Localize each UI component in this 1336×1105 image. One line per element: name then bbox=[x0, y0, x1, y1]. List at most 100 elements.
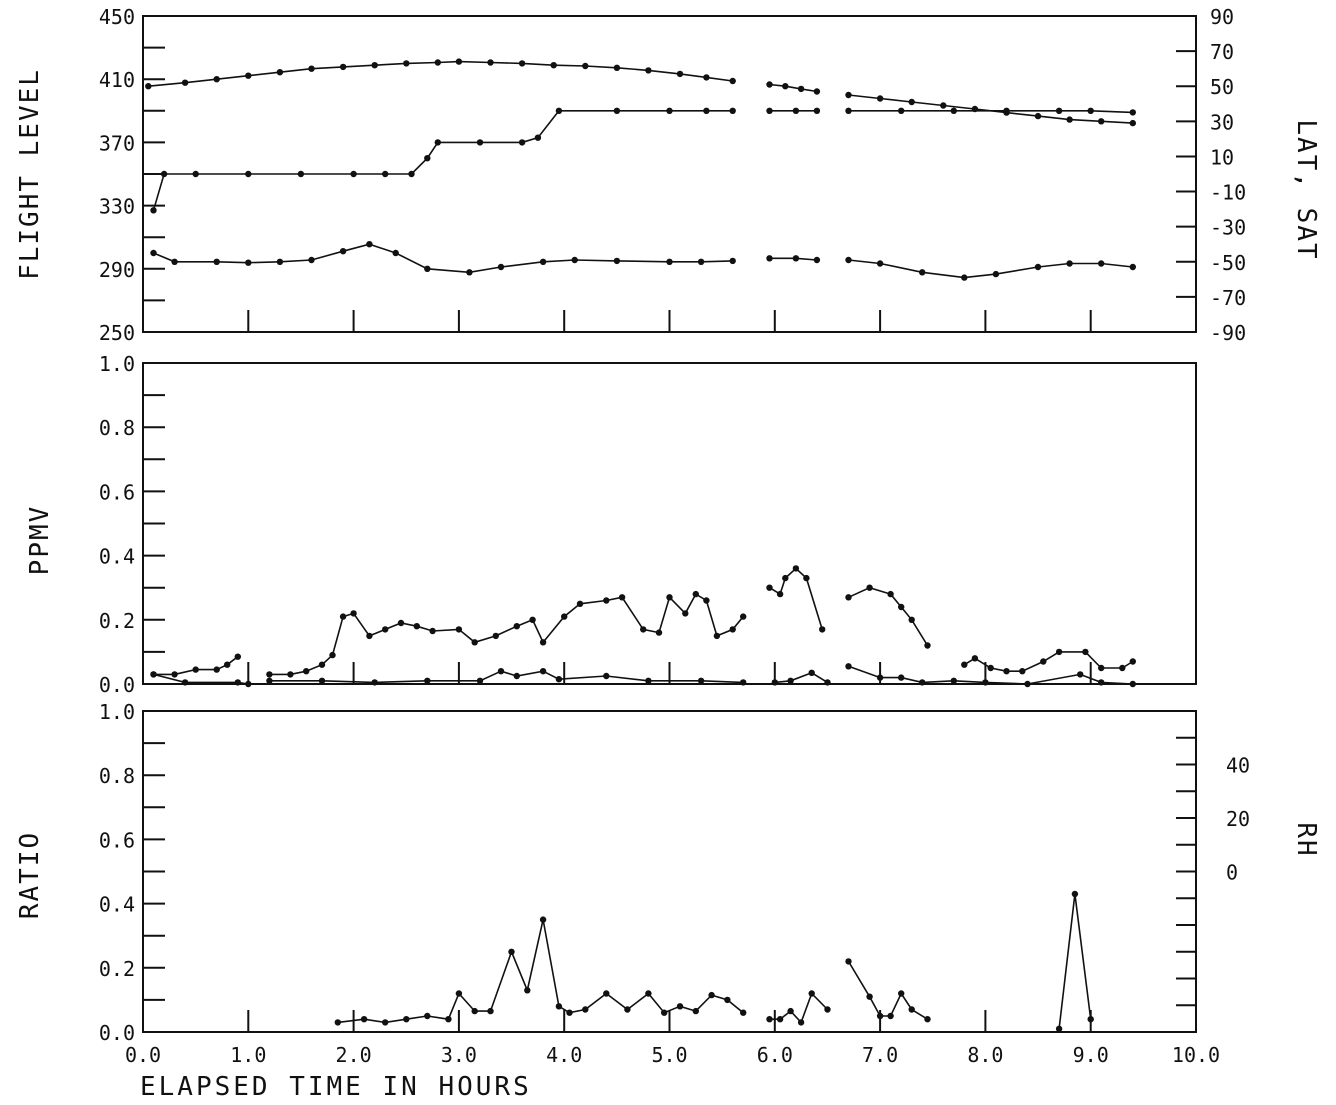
ratio-y-axis-label: RATIO bbox=[15, 831, 45, 919]
data-point bbox=[424, 677, 431, 684]
data-point bbox=[898, 603, 905, 611]
data-point bbox=[1066, 260, 1073, 267]
data-point bbox=[971, 655, 979, 662]
data-point bbox=[403, 60, 410, 67]
data-point bbox=[576, 600, 584, 607]
data-point bbox=[924, 1016, 931, 1023]
data-point bbox=[708, 991, 715, 999]
data-point bbox=[213, 666, 220, 673]
y-tick-label: 0.8 bbox=[99, 764, 135, 788]
y-tick-label: 0.4 bbox=[99, 545, 135, 569]
data-point bbox=[1129, 263, 1137, 271]
data-point bbox=[624, 1006, 631, 1013]
data-point bbox=[497, 668, 505, 675]
data-point bbox=[787, 1007, 794, 1015]
data-point bbox=[397, 619, 405, 627]
data-point bbox=[487, 59, 494, 66]
x-tick-label: 4.0 bbox=[546, 1043, 582, 1067]
data-point bbox=[845, 663, 852, 670]
data-point bbox=[245, 72, 252, 79]
data-point bbox=[887, 590, 894, 598]
series-line bbox=[848, 586, 929, 646]
data-point bbox=[782, 574, 789, 582]
data-point bbox=[876, 95, 884, 102]
data-point bbox=[682, 610, 689, 617]
data-point bbox=[366, 241, 373, 248]
data-point bbox=[766, 584, 773, 591]
data-point bbox=[224, 661, 231, 668]
y2-tick-label: 30 bbox=[1210, 110, 1234, 134]
data-point bbox=[787, 677, 794, 684]
data-point bbox=[645, 990, 652, 997]
data-point bbox=[603, 990, 610, 997]
data-point bbox=[961, 274, 968, 281]
data-point bbox=[566, 1009, 573, 1016]
data-point bbox=[845, 256, 852, 264]
y2-tick-label: 90 bbox=[1210, 5, 1234, 29]
data-point bbox=[513, 623, 520, 630]
data-point bbox=[813, 256, 821, 264]
data-point bbox=[771, 679, 778, 686]
data-point bbox=[266, 671, 273, 678]
data-point bbox=[792, 107, 800, 115]
data-point bbox=[171, 258, 178, 265]
data-point bbox=[455, 990, 463, 997]
data-point bbox=[924, 642, 931, 649]
data-point bbox=[950, 107, 957, 115]
data-point bbox=[1055, 107, 1063, 115]
data-point bbox=[424, 1012, 431, 1020]
data-point bbox=[729, 107, 736, 115]
data-point bbox=[471, 639, 478, 646]
data-point bbox=[318, 677, 326, 684]
data-point bbox=[866, 993, 873, 1000]
data-point bbox=[1003, 668, 1010, 675]
data-point bbox=[539, 258, 547, 265]
data-point bbox=[434, 59, 441, 66]
data-point bbox=[729, 626, 736, 633]
data-point bbox=[392, 249, 399, 257]
data-point bbox=[555, 107, 563, 115]
y2-tick-label: 40 bbox=[1226, 754, 1250, 778]
x-tick-label: 10.0 bbox=[1172, 1043, 1220, 1067]
series-line bbox=[153, 243, 733, 274]
ratio-x-ticks: 0.0 1.0 2.0 3.0 4.0 5.0 6.0 7.0 8.0 9.0 10.0 bbox=[125, 1010, 1220, 1067]
data-point bbox=[455, 58, 463, 65]
series-line bbox=[1058, 893, 1092, 1029]
data-point bbox=[555, 1003, 563, 1010]
data-point bbox=[550, 61, 557, 69]
y-tick-label: 0.2 bbox=[99, 957, 135, 981]
data-point bbox=[476, 677, 484, 684]
data-point bbox=[561, 613, 568, 620]
data-point bbox=[792, 255, 800, 262]
data-point bbox=[276, 258, 284, 265]
data-point bbox=[403, 1016, 410, 1023]
data-point bbox=[697, 258, 705, 265]
y2-tick-label: 70 bbox=[1210, 40, 1234, 64]
data-point bbox=[539, 916, 547, 923]
data-point bbox=[666, 594, 673, 601]
data-point bbox=[518, 60, 526, 67]
data-point bbox=[413, 623, 420, 630]
data-point bbox=[713, 632, 721, 640]
y2-tick-label: 0 bbox=[1226, 861, 1238, 885]
data-point bbox=[655, 629, 663, 636]
y-tick-label: 1.0 bbox=[99, 700, 135, 724]
data-point bbox=[192, 170, 199, 178]
data-point bbox=[845, 91, 852, 99]
data-point bbox=[350, 610, 357, 617]
data-point bbox=[150, 249, 157, 257]
data-point bbox=[845, 594, 852, 601]
data-point bbox=[940, 102, 947, 109]
data-point bbox=[845, 107, 852, 115]
data-point bbox=[524, 987, 531, 994]
data-point bbox=[534, 134, 542, 141]
y-tick-label: 290 bbox=[99, 258, 135, 282]
data-point bbox=[824, 679, 831, 686]
data-point bbox=[213, 76, 220, 83]
y-tick-label: 0.0 bbox=[99, 673, 135, 697]
rh-y2-ticks: 0 20 40 bbox=[1176, 736, 1250, 1007]
y-tick-label: 0.2 bbox=[99, 609, 135, 633]
data-point bbox=[1087, 1016, 1094, 1023]
data-point bbox=[813, 88, 821, 95]
flight-level-x-ticks bbox=[247, 310, 1092, 332]
